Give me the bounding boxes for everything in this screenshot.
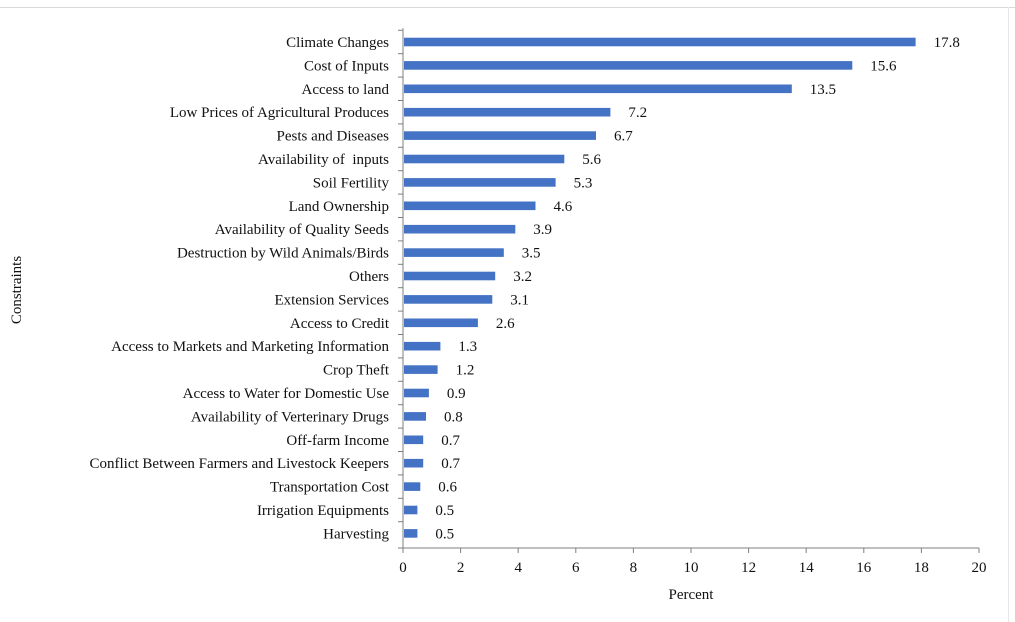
category-label-21: Harvesting: [323, 526, 389, 542]
value-label-3: 7.2: [628, 105, 647, 121]
category-label-19: Transportation Cost: [270, 480, 390, 496]
value-label-10: 3.2: [513, 269, 532, 285]
category-label-4: Pests and Diseases: [277, 129, 390, 145]
frame-top-border: [0, 7, 1015, 8]
value-label-15: 0.9: [447, 386, 466, 402]
value-label-13: 1.3: [458, 339, 477, 355]
value-labels-group: 17.8 15.6 13.5 7.2 6.7 5.6 5.34.63.9 3.5 3.2 3.1 2…: [435, 35, 959, 542]
value-label-9: 3.5: [522, 246, 541, 262]
bar-1: [404, 61, 853, 70]
x-tick-label-3: 6: [572, 560, 580, 576]
bar-3: [404, 107, 611, 117]
bar-8: [404, 224, 516, 234]
category-label-15: Access to Water for Domestic Use: [183, 386, 390, 402]
bars-group: [404, 37, 916, 538]
category-label-10: Others: [349, 269, 389, 285]
category-label-13: Access to Markets and Marketing Informat…: [111, 339, 389, 355]
category-label-1: Cost of Inputs: [304, 58, 389, 74]
bar-9: [404, 248, 504, 257]
value-label-17: 0.7: [441, 433, 460, 449]
value-label-21: 0.5: [435, 526, 454, 542]
value-label-20: 0.5: [435, 503, 454, 519]
value-label-7: 4.6: [554, 199, 573, 215]
category-label-16: Availability of Verterinary Drugs: [191, 409, 389, 425]
bar-10: [404, 271, 496, 281]
value-label-16: 0.8: [444, 409, 463, 425]
category-label-9: Destruction by Wild Animals/Birds: [177, 246, 389, 262]
value-label-2: 13.5: [810, 82, 836, 98]
bar-19: [404, 482, 421, 491]
bar-21: [404, 529, 418, 538]
x-tick-label-2: 4: [514, 560, 522, 576]
value-label-5: 5.6: [582, 152, 601, 168]
axes-group: [398, 28, 980, 553]
category-label-12: Access to Credit: [290, 316, 390, 332]
bar-0: [404, 37, 916, 47]
category-label-18: Conflict Between Farmers and Livestock K…: [90, 456, 390, 472]
x-axis-title: Percent: [669, 587, 715, 603]
bar-11: [404, 295, 493, 304]
category-label-5: Availability of inputs: [258, 152, 389, 168]
bar-16: [404, 412, 426, 421]
category-label-2: Access to land: [302, 82, 390, 98]
x-tick-label-5: 10: [684, 560, 699, 576]
bar-6: [404, 178, 556, 187]
category-label-3: Low Prices of Agricultural Produces: [170, 105, 389, 121]
y-axis-title: Constraints: [9, 256, 25, 324]
x-tick-label-8: 16: [856, 560, 872, 576]
value-label-1: 15.6: [870, 58, 897, 74]
x-tick-label-10: 20: [972, 560, 987, 576]
value-label-18: 0.7: [441, 456, 460, 472]
value-label-12: 2.6: [496, 316, 515, 332]
x-tick-label-6: 12: [741, 560, 756, 576]
value-label-11: 3.1: [510, 292, 529, 308]
frame-right-border: [1008, 7, 1009, 622]
value-label-8: 3.9: [533, 222, 552, 238]
bar-5: [404, 154, 565, 164]
category-label-11: Extension Services: [274, 292, 389, 308]
category-label-0: Climate Changes: [286, 35, 389, 51]
bar-17: [404, 435, 424, 445]
category-label-17: Off-farm Income: [286, 433, 389, 449]
bar-12: [404, 318, 478, 328]
category-label-7: Land Ownership: [289, 199, 389, 215]
bar-13: [404, 341, 441, 351]
value-label-4: 6.7: [614, 129, 633, 145]
category-labels-group: Climate Changes Cost of Inputs Access to l…: [90, 35, 390, 542]
bar-14: [404, 365, 438, 374]
x-tick-labels-group: 0 2 4 6 8 10 12 14 16 18 20: [399, 560, 986, 576]
x-tick-label-0: 0: [399, 560, 407, 576]
category-label-6: Soil Fertility: [313, 175, 390, 191]
x-tick-label-4: 8: [630, 560, 638, 576]
bar-4: [404, 131, 596, 140]
x-tick-label-1: 2: [457, 560, 465, 576]
value-label-0: 17.8: [934, 35, 960, 51]
bar-7: [404, 201, 536, 211]
bar-15: [404, 388, 429, 398]
bar-18: [404, 458, 424, 468]
category-label-8: Availability of Quality Seeds: [215, 222, 389, 238]
x-tick-label-7: 14: [799, 560, 815, 576]
value-label-6: 5.3: [574, 175, 593, 191]
category-label-20: Irrigation Equipments: [257, 503, 389, 519]
category-label-14: Crop Theft: [323, 363, 390, 379]
value-label-14: 1.2: [456, 363, 475, 379]
x-tick-label-9: 18: [914, 560, 929, 576]
value-label-19: 0.6: [438, 480, 457, 496]
bar-20: [404, 505, 418, 515]
bar-2: [404, 84, 792, 94]
